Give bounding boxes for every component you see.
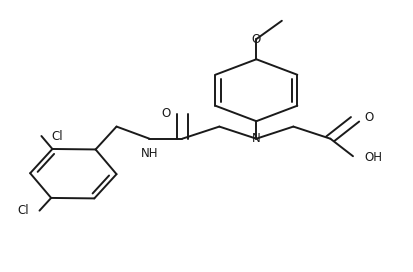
Text: O: O	[251, 33, 260, 46]
Text: OH: OH	[363, 151, 382, 164]
Text: Cl: Cl	[52, 129, 63, 143]
Text: O: O	[161, 107, 171, 120]
Text: NH: NH	[140, 147, 158, 160]
Text: Cl: Cl	[18, 204, 29, 217]
Text: O: O	[363, 112, 373, 125]
Text: N: N	[252, 132, 260, 145]
